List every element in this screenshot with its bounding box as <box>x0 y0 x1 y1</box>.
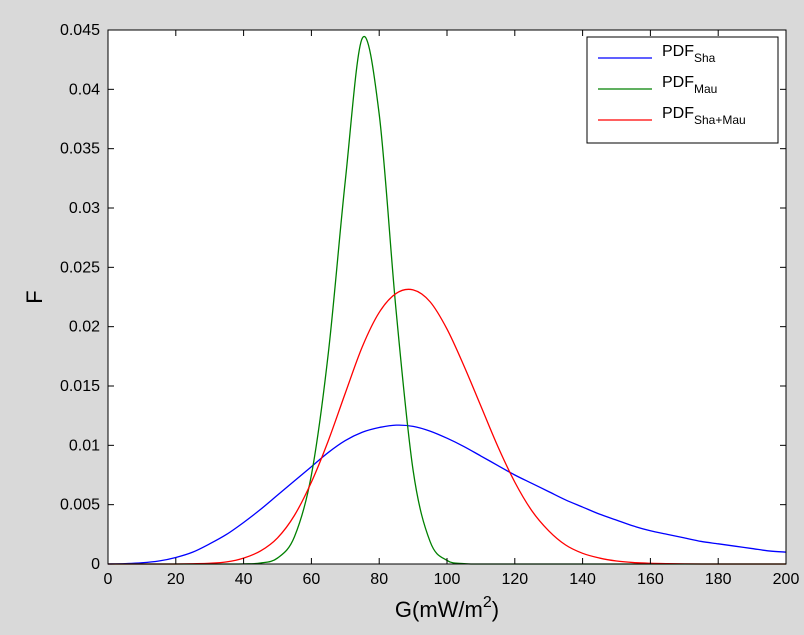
y-tick-label: 0.02 <box>69 319 100 336</box>
legend-label: PDFSha+Mau <box>662 105 746 127</box>
y-tick-label: 0.025 <box>60 259 100 276</box>
legend-label: PDFSha <box>662 43 716 65</box>
x-axis-label-tail: ) <box>492 597 499 622</box>
x-tick-label: 20 <box>167 571 185 588</box>
y-axis-label: F <box>22 290 47 303</box>
x-tick-label: 0 <box>104 571 113 588</box>
x-axis-label-text: G(mW/m <box>395 597 483 622</box>
series-line-sha <box>107 424 787 565</box>
y-tick-label: 0.04 <box>69 81 100 98</box>
x-tick-label: 60 <box>303 571 321 588</box>
x-tick-label: 140 <box>569 571 596 588</box>
y-tick-label: 0.035 <box>60 141 100 158</box>
x-tick-label: 200 <box>773 571 800 588</box>
y-tick-label: 0.015 <box>60 378 100 395</box>
y-tick-label: 0.01 <box>69 437 100 454</box>
y-axis: 0 0.005 0.01 0.015 0.02 0.025 0.03 0.035 0.04 0.0… <box>60 22 786 573</box>
x-tick-label: 40 <box>235 571 253 588</box>
x-tick-label: 80 <box>370 571 388 588</box>
legend-box <box>586 36 779 144</box>
y-tick-label: 0.03 <box>69 200 100 217</box>
y-tick-label: 0 <box>91 556 100 573</box>
legend: PDFSha PDFMau PDFSha+Mau <box>586 36 779 144</box>
y-tick-label: 0.045 <box>60 22 100 39</box>
x-axis-label-superscript: 2 <box>483 594 492 611</box>
x-axis-label: G(mW/m2) <box>395 594 499 622</box>
x-axis: 0 20 40 60 80 100 120 140 160 180 200 <box>104 30 800 588</box>
x-tick-label: 180 <box>705 571 732 588</box>
x-tick-label: 100 <box>434 571 461 588</box>
x-tick-label: 160 <box>637 571 664 588</box>
x-tick-label: 120 <box>501 571 528 588</box>
y-tick-label: 0.005 <box>60 497 100 514</box>
legend-label: PDFMau <box>662 74 717 96</box>
